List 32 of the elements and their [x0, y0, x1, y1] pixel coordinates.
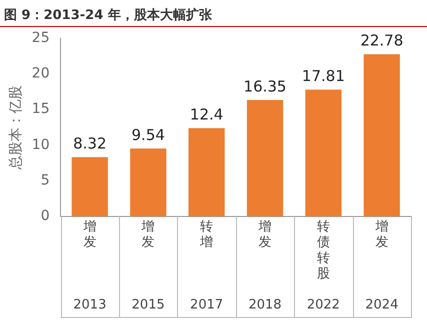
bar — [130, 148, 166, 216]
data-label: 9.54 — [132, 126, 165, 144]
data-label: 17.81 — [302, 66, 345, 85]
y-tick-label: 20 — [32, 66, 50, 82]
data-label: 22.78 — [360, 32, 404, 50]
x-tick-label: 2024 — [365, 298, 398, 313]
y-axis-title: 总股本：亿股 — [8, 85, 24, 170]
y-tick-label: 10 — [32, 136, 50, 153]
x-tick-label: 2013 — [73, 298, 106, 313]
data-label: 12.4 — [190, 106, 224, 124]
chart-title: 图 9：2013-24 年，股本大幅扩张 — [0, 0, 427, 27]
y-tick-label: 5 — [40, 172, 50, 188]
text: 增发 — [374, 220, 388, 250]
data-label: 16.35 — [244, 77, 286, 96]
x-tick-label: 2015 — [132, 298, 165, 313]
text: 增发 — [82, 220, 96, 250]
bar — [188, 128, 225, 216]
text: 增发 — [258, 220, 272, 250]
text: 转增 — [199, 220, 214, 250]
y-tick-label: 0 — [40, 208, 50, 224]
x-tick-label: 2017 — [190, 298, 224, 313]
text: 增发 — [140, 220, 155, 250]
text: 转债转股 — [316, 220, 330, 282]
bar — [364, 54, 400, 216]
bar — [72, 157, 108, 216]
y-tick-label: 25 — [32, 30, 50, 46]
x-tick-label: 2022 — [306, 298, 340, 313]
bar — [305, 90, 342, 216]
data-label: 8.32 — [73, 134, 107, 153]
y-tick-label: 15 — [32, 101, 50, 118]
bar — [246, 100, 284, 216]
x-tick-label: 2018 — [248, 298, 282, 313]
